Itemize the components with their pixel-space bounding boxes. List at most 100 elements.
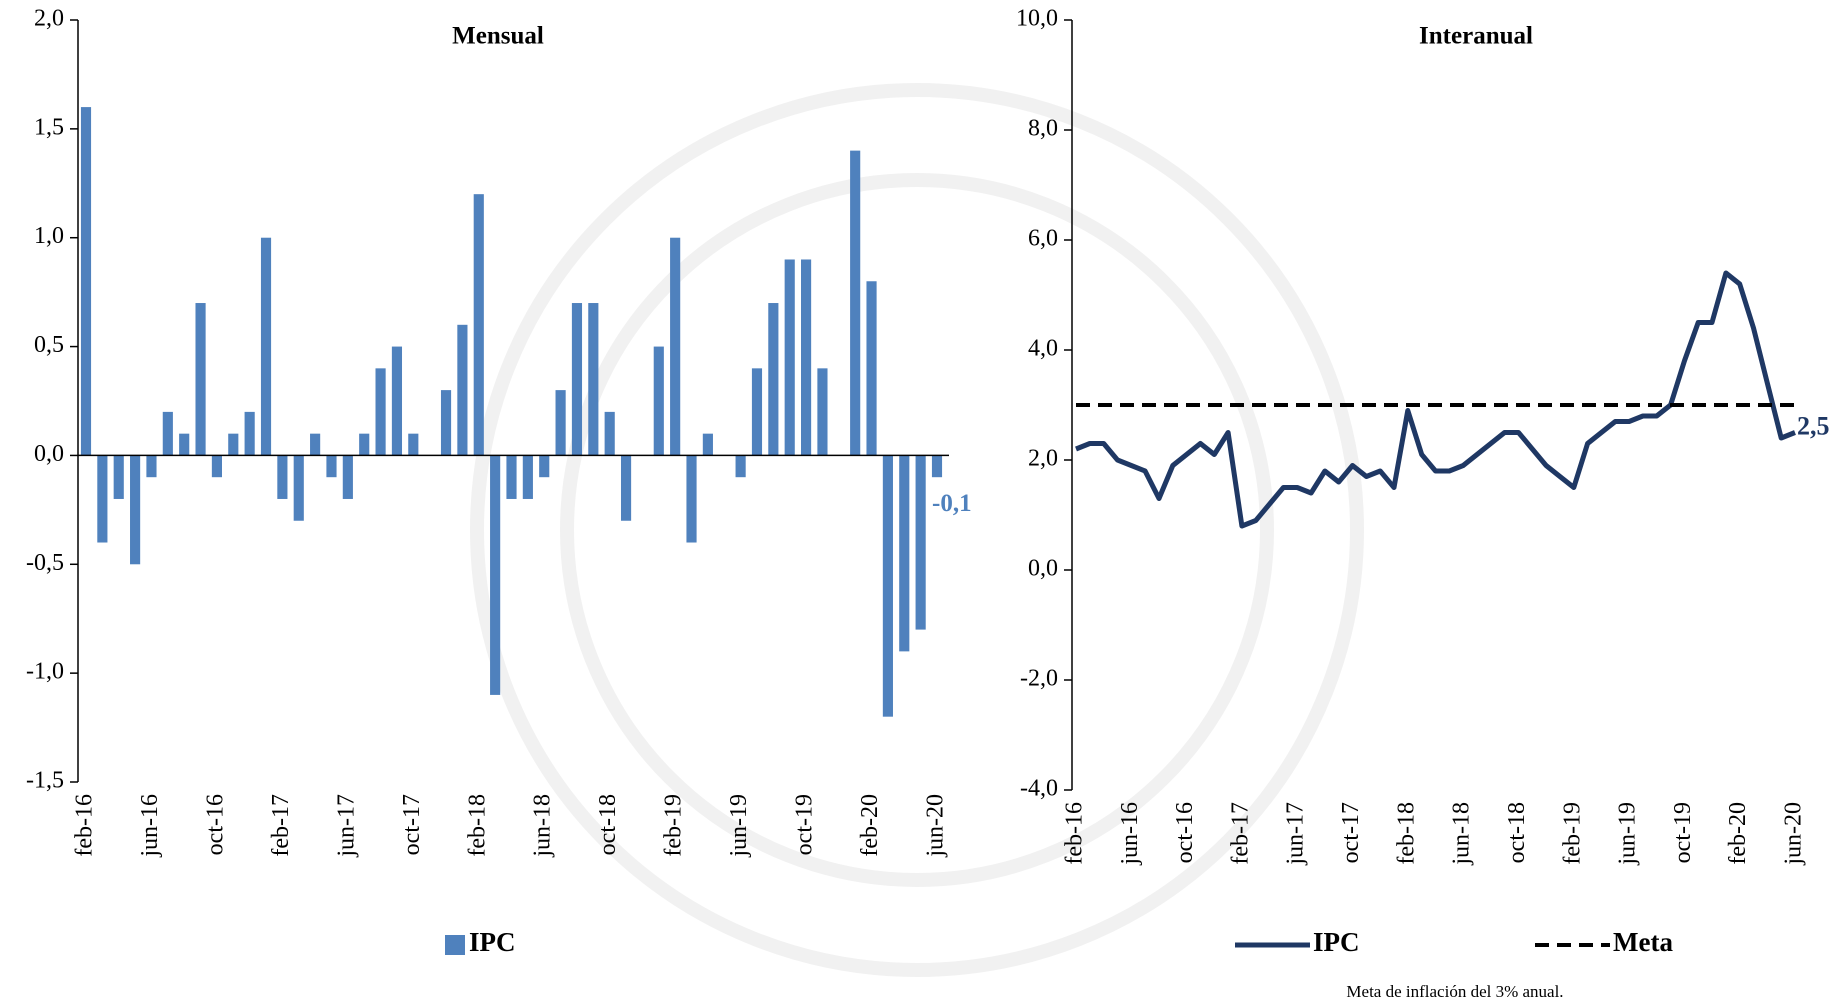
bar	[195, 303, 206, 456]
bar	[751, 368, 763, 456]
legend-swatch	[445, 935, 465, 955]
bar	[211, 455, 222, 478]
bar	[915, 455, 926, 630]
bar	[326, 455, 337, 478]
x-tick-label: oct-16	[202, 794, 228, 855]
x-tick-label: jun-18	[530, 794, 556, 858]
bar	[735, 455, 746, 478]
y-tick-label: -0,5	[26, 550, 64, 576]
x-tick-label: oct-19	[1670, 802, 1696, 863]
bar	[310, 433, 321, 456]
x-tick-label: jun-16	[1117, 802, 1143, 866]
x-tick-label: jun-20	[923, 794, 949, 858]
x-tick-label: feb-16	[1062, 802, 1088, 865]
y-tick-label: -1,5	[26, 768, 64, 794]
bar	[359, 433, 370, 456]
data-label: 2,5	[1797, 411, 1830, 440]
x-tick-label: feb-17	[1227, 802, 1253, 865]
bar	[620, 455, 632, 521]
bar	[604, 411, 615, 456]
bar	[162, 411, 173, 456]
y-tick-label: 1,5	[34, 114, 64, 140]
bar	[702, 433, 713, 456]
bar	[686, 455, 697, 543]
bar	[899, 455, 910, 652]
bar	[931, 455, 943, 478]
y-tick-label: -2,0	[1020, 666, 1058, 692]
bar	[293, 455, 304, 521]
y-tick-label: 2,0	[1028, 446, 1058, 472]
bar	[228, 433, 239, 456]
chart-title: Mensual	[452, 23, 544, 50]
x-tick-label: oct-18	[1504, 802, 1530, 863]
bar	[97, 455, 108, 543]
legend-label: IPC	[469, 927, 516, 957]
x-tick-label: jun-16	[137, 794, 163, 858]
x-tick-label: feb-20	[857, 794, 883, 857]
y-tick-label: -4,0	[1020, 776, 1058, 802]
bar	[866, 281, 877, 456]
bar	[260, 237, 272, 456]
bar	[146, 455, 157, 478]
bar	[490, 455, 501, 695]
data-label: -0,1	[932, 490, 972, 517]
legend-label: IPC	[1313, 927, 1360, 957]
x-tick-label: jun-20	[1781, 802, 1807, 866]
x-tick-label: feb-17	[268, 794, 294, 857]
y-tick-label: 0,5	[34, 332, 64, 358]
x-tick-label: oct-18	[595, 794, 621, 855]
line-series	[1075, 270, 1796, 529]
y-tick-label: -1,0	[26, 659, 64, 685]
bar	[653, 346, 664, 456]
bar	[130, 455, 141, 565]
x-tick-label: feb-16	[72, 794, 98, 857]
y-tick-label: 1,0	[34, 223, 64, 249]
bar	[457, 324, 468, 456]
x-tick-label: feb-19	[661, 794, 687, 857]
x-tick-label: jun-17	[1283, 802, 1309, 866]
y-tick-label: 2,0	[34, 6, 64, 32]
bar	[522, 455, 533, 499]
y-tick-label: 6,0	[1028, 226, 1058, 252]
x-tick-label: oct-19	[792, 794, 818, 855]
x-tick-label: feb-18	[1393, 802, 1419, 865]
bar	[817, 368, 828, 456]
y-tick-label: 8,0	[1028, 116, 1058, 142]
watermark	[470, 83, 1364, 977]
bar	[571, 303, 583, 456]
x-tick-label: jun-19	[1615, 802, 1641, 866]
bar	[342, 455, 353, 499]
bar	[440, 390, 452, 456]
legend-label: Meta	[1613, 927, 1673, 957]
bar	[850, 150, 861, 456]
x-tick-label: jun-17	[333, 794, 359, 858]
chart-title: Interanual	[1419, 23, 1533, 50]
bar	[882, 455, 893, 717]
x-tick-label: feb-20	[1725, 802, 1751, 865]
bar	[670, 237, 681, 456]
bar	[768, 303, 779, 456]
footnote: Meta de inflación del 3% anual.	[1346, 982, 1563, 1001]
bar	[179, 433, 190, 456]
bar	[244, 411, 255, 456]
bar	[80, 107, 92, 456]
x-tick-label: oct-16	[1172, 802, 1198, 863]
bar	[113, 455, 124, 499]
bar	[375, 368, 386, 456]
y-tick-label: 0,0	[1028, 556, 1058, 582]
x-tick-label: oct-17	[1338, 802, 1364, 863]
x-tick-label: jun-19	[726, 794, 752, 858]
bar	[391, 346, 403, 456]
bar	[473, 194, 484, 456]
x-tick-label: feb-19	[1559, 802, 1585, 865]
x-tick-label: jun-18	[1449, 802, 1475, 866]
bar	[539, 455, 550, 478]
bar	[506, 455, 517, 499]
y-tick-label: 10,0	[1016, 6, 1058, 32]
bar	[588, 303, 599, 456]
bar	[784, 259, 795, 456]
bar	[277, 455, 288, 499]
bar	[555, 390, 566, 456]
